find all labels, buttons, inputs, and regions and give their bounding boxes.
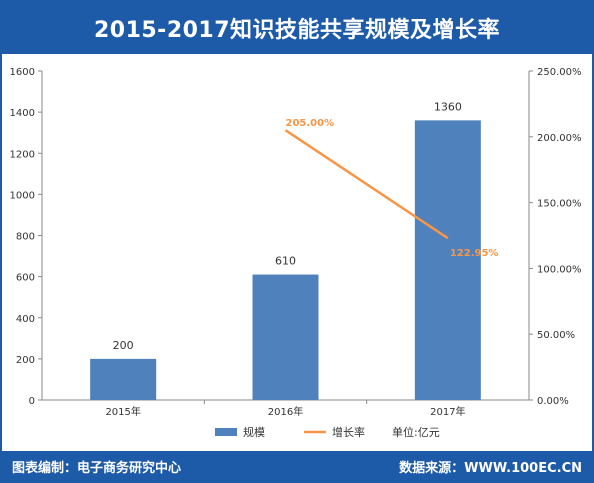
y2-tick-label: 0.00% — [537, 396, 569, 407]
unit-label: 单位:亿元 — [392, 425, 440, 439]
bar — [252, 274, 319, 400]
y-tick-label: 1200 — [10, 149, 35, 160]
y-tick-label: 1600 — [10, 67, 35, 78]
y2-tick-label: 250.00% — [537, 67, 582, 78]
y-tick-label: 600 — [16, 273, 35, 284]
y-tick-label: 400 — [16, 314, 35, 325]
y2-tick-label: 200.00% — [537, 133, 582, 144]
y-tick-label: 0 — [29, 396, 35, 407]
y2-tick-label: 150.00% — [537, 199, 582, 210]
bar — [414, 120, 481, 400]
line-value-label: 122.95% — [450, 248, 499, 259]
footer-source: 数据来源：WWW.100EC.CN — [399, 460, 582, 476]
x-tick-label: 2017年 — [430, 405, 465, 418]
footer-credit: 图表编制：电子商务研究中心 — [12, 460, 182, 476]
line-value-label: 205.00% — [286, 118, 335, 129]
x-tick-label: 2015年 — [105, 405, 140, 418]
bar — [90, 358, 157, 400]
bar-value-label: 1360 — [434, 100, 462, 113]
y-tick-label: 800 — [16, 232, 35, 243]
growth-line — [284, 129, 449, 240]
legend-label-bar: 规模 — [243, 425, 265, 439]
title-bar: 2015-2017知识技能共享规模及增长率 — [2, 2, 592, 54]
y-tick-label: 1400 — [10, 108, 35, 119]
y-tick-label: 200 — [16, 355, 35, 366]
y-tick-label: 1000 — [10, 190, 35, 201]
legend-label-line: 增长率 — [332, 425, 365, 439]
chart: 0 200 400 600 800 1000 1200 1400 1600 0.00% 50.00%… — [10, 67, 582, 439]
footer: 图表编制：电子商务研究中心 数据来源：WWW.100EC.CN — [2, 451, 592, 481]
legend-swatch-bar — [215, 428, 237, 436]
y2-tick-label: 100.00% — [537, 264, 582, 275]
y2-tick-label: 50.00% — [537, 330, 575, 341]
chart-title: 2015-2017知识技能共享规模及增长率 — [93, 18, 501, 43]
bar-value-label: 200 — [113, 339, 134, 352]
bar-value-label: 610 — [275, 255, 296, 268]
x-tick-label: 2016年 — [268, 405, 303, 418]
